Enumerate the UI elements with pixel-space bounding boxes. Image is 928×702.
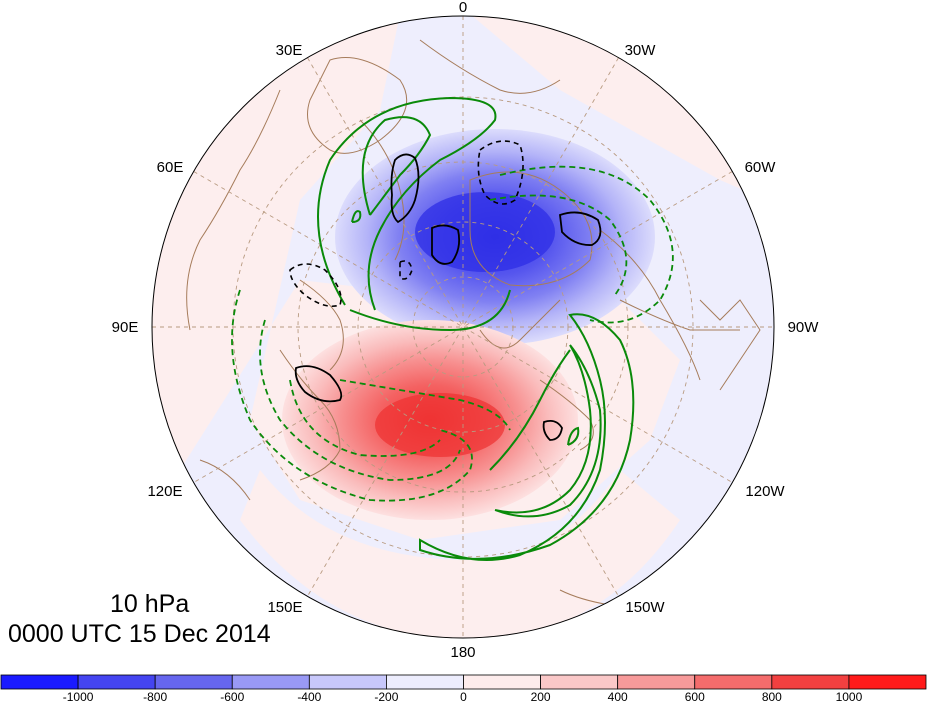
colorbar-tick-label: -600 xyxy=(220,690,244,702)
colorbar-swatch xyxy=(771,674,850,690)
green-contour-south-swirl xyxy=(419,313,635,561)
green-contour-north-arc xyxy=(317,96,497,311)
colorbar-tick-label: 200 xyxy=(531,690,551,702)
colorbar: -1000 -800 -600 -400 -200 0 200 400 600 800 1000 xyxy=(0,674,927,702)
positive-anomaly-core xyxy=(375,393,505,457)
green-small-loop-1 xyxy=(351,210,362,223)
black-dashed-small xyxy=(399,260,413,280)
colorbar-tick-label: 600 xyxy=(685,690,705,702)
colorbar-swatch xyxy=(694,674,773,690)
lon-label-60w: 60W xyxy=(745,159,777,176)
lon-label-60e: 60E xyxy=(157,159,184,176)
green-solid-contours xyxy=(317,96,635,561)
colorbar-swatch xyxy=(617,674,696,690)
lon-label-120w: 120W xyxy=(745,483,785,500)
colorbar-tick-label: -400 xyxy=(297,690,321,702)
green-dashed-contours xyxy=(231,165,674,502)
green-dashed-west-2 xyxy=(259,319,461,481)
colorbar-tick-label: 0 xyxy=(460,690,467,702)
colorbar-swatch xyxy=(463,674,541,690)
black-dashed-contours xyxy=(289,140,524,308)
black-contour-scandinavia xyxy=(390,153,420,224)
colorbar-swatch xyxy=(540,674,619,690)
valid-time-caption: 0000 UTC 15 Dec 2014 xyxy=(8,620,271,648)
colorbar-tick-label: -800 xyxy=(143,690,167,702)
light-positive-south xyxy=(240,470,680,638)
green-contour-east-loop xyxy=(489,349,571,471)
colorbar-swatch xyxy=(386,674,464,690)
green-dashed-center xyxy=(339,379,511,431)
colorbar-tick-label: 800 xyxy=(762,690,782,702)
green-contour-south-inner xyxy=(494,344,602,518)
colorbar-swatch xyxy=(77,674,156,690)
lon-label-90e: 90E xyxy=(112,319,139,336)
colorbar-swatch xyxy=(0,674,79,690)
colorbar-tick-label: -200 xyxy=(374,690,398,702)
black-solid-contours xyxy=(294,153,602,441)
lon-label-120e: 120E xyxy=(147,483,182,500)
green-contour-inner-arc xyxy=(361,116,432,216)
colorbar-swatch xyxy=(154,674,233,690)
lon-label-90w: 90W xyxy=(788,319,820,336)
colorbar-swatch xyxy=(231,674,310,690)
colorbar-tick-label: 400 xyxy=(608,690,628,702)
map-border xyxy=(151,15,775,639)
black-contour-arctic-1 xyxy=(431,224,461,265)
black-contour-siberia xyxy=(294,365,343,403)
longitude-labels: 0 30W 60W 90W 120W 150W 180 150E 120E 90… xyxy=(112,0,820,661)
green-dashed-east-2 xyxy=(489,194,628,296)
lon-label-180: 180 xyxy=(450,644,475,661)
green-small-loop-2 xyxy=(567,426,580,446)
lon-label-0: 0 xyxy=(459,0,467,16)
green-dashed-west-1 xyxy=(231,289,473,502)
colorbar-tick-label: 1000 xyxy=(836,690,863,702)
green-contour-loop-west xyxy=(349,289,511,332)
negative-anomaly-core xyxy=(415,192,555,272)
colorbar-swatch xyxy=(848,674,927,690)
green-dashed-west-3 xyxy=(289,379,441,457)
lon-label-30e: 30E xyxy=(276,42,303,59)
black-contour-greenland xyxy=(559,211,602,246)
colorbar-tick-label: -1000 xyxy=(63,690,94,702)
lon-label-150w: 150W xyxy=(625,599,665,616)
black-dashed-barents xyxy=(477,140,524,205)
pressure-level-caption: 10 hPa xyxy=(110,590,190,618)
lon-label-30w: 30W xyxy=(625,42,657,59)
lon-label-150e: 150E xyxy=(267,599,302,616)
black-contour-pacific xyxy=(542,419,563,441)
colorbar-swatch xyxy=(308,674,387,690)
